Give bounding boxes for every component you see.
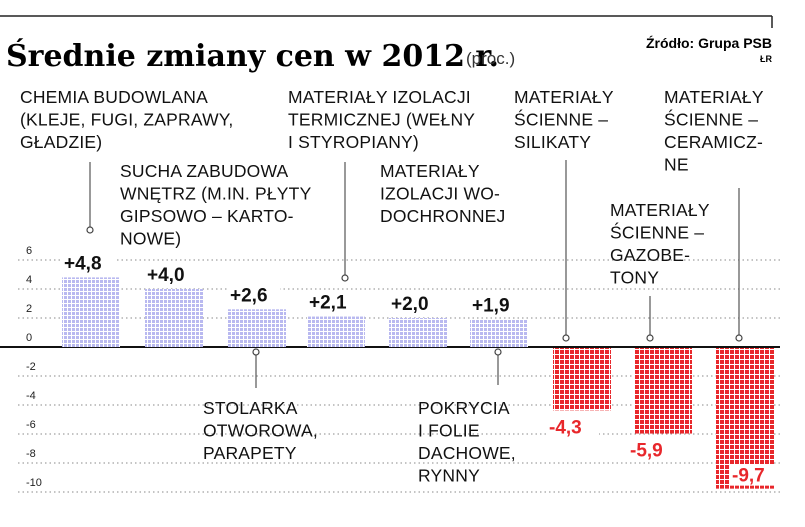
bar: [470, 319, 528, 347]
chart-bars: [62, 277, 774, 489]
y-tick-label: 2: [26, 303, 32, 315]
connector-dot: [494, 348, 502, 356]
value-label: +4,0: [147, 265, 185, 286]
y-tick-label: 4: [26, 274, 32, 286]
y-tick-label: -2: [26, 361, 36, 373]
bar: [62, 277, 120, 347]
chart-title: Średnie zmiany cen w 2012 r.: [6, 37, 499, 74]
value-labels: +4,8 +4,0 +2,6 +2,1 +2,0 +1,9 -4,3 -5,9 -9,7: [62, 252, 782, 487]
y-tick-label: 6: [26, 245, 32, 257]
connector-dot: [735, 334, 743, 342]
bar: [553, 348, 611, 411]
credit-text: ŁR: [760, 54, 772, 64]
category-label: POKRYCIA I FOLIE DACHOWE, RYNNY: [418, 398, 516, 486]
bar: [634, 348, 692, 434]
y-tick-label: -4: [26, 390, 36, 402]
y-tick-label: -8: [26, 448, 36, 460]
category-label: MATERIAŁY ŚCIENNE – CERAMICZ-NE: [664, 87, 764, 175]
category-labels: CHEMIA BUDOWLANA (KLEJE, FUGI, ZAPRAWY, GŁ…: [20, 87, 764, 486]
bar: [389, 318, 447, 347]
value-label: +4,8: [64, 253, 102, 274]
bar: [307, 316, 365, 347]
y-axis-ticks: 6 4 2 0 -2 -4 -6 -8 -10: [26, 245, 42, 489]
connector-dot: [562, 334, 570, 342]
connector-dot: [341, 274, 349, 282]
value-label: +2,0: [391, 294, 429, 315]
value-label-bg: [228, 284, 280, 306]
chart-unit: (proc.): [466, 49, 515, 68]
y-tick-label: -10: [26, 477, 42, 489]
connector-dot: [646, 334, 654, 342]
value-label-bg: [389, 293, 441, 314]
category-label: STOLARKA OTWOROWA, PARAPETY: [203, 398, 318, 463]
value-label: -9,7: [732, 466, 765, 487]
value-label-bg: [730, 464, 782, 486]
value-label-bg: [62, 252, 114, 274]
bar: [145, 289, 203, 347]
category-label: MATERIAŁY ŚCIENNE – GAZOBE-TONY: [610, 200, 710, 288]
source-text: Źródło: Grupa PSB: [646, 35, 772, 51]
value-label: +1,9: [472, 295, 510, 316]
connector-dot: [252, 348, 260, 356]
category-label: CHEMIA BUDOWLANA (KLEJE, FUGI, ZAPRAWY, GŁ…: [20, 87, 233, 152]
value-label-bg: [307, 291, 359, 313]
y-tick-label: -6: [26, 419, 36, 431]
value-label-bg: [470, 294, 522, 316]
value-label: +2,1: [309, 293, 347, 314]
value-label-bg: [145, 264, 197, 285]
category-label: MATERIAŁY IZOLACJI TERMICZNEJ (WEŁNY I STY…: [288, 87, 475, 152]
value-label-bg: [628, 439, 680, 461]
value-label-bg: [547, 416, 599, 438]
category-label: MATERIAŁY IZOLACJI WO-DOCHRONNEJ: [380, 161, 505, 226]
value-label: -4,3: [549, 417, 582, 438]
y-tick-label: 0: [26, 332, 32, 344]
category-label: SUCHA ZABUDOWA WNĘTRZ (M.IN. PŁYTY GIPSOWO…: [120, 161, 312, 249]
bar: [228, 309, 286, 347]
label-connectors: [86, 160, 743, 388]
value-label: +2,6: [230, 285, 268, 306]
connector-dot: [86, 226, 94, 234]
category-label: MATERIAŁY ŚCIENNE – SILIKATY: [514, 87, 614, 152]
value-label: -5,9: [630, 441, 663, 462]
